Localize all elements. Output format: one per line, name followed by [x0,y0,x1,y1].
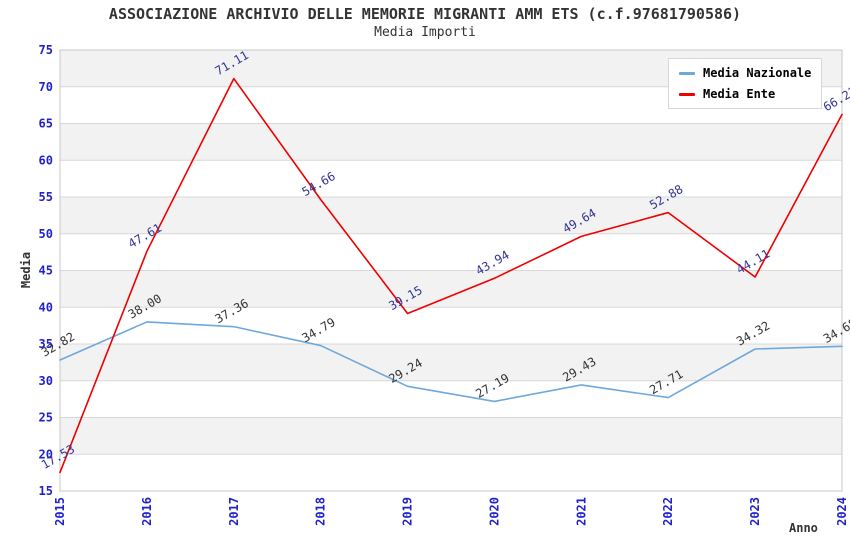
plot-band [60,307,842,344]
y-tick-label: 45 [39,264,53,278]
plot-band [60,123,842,161]
plot-band [60,197,842,234]
legend-swatch-media-ente-icon [679,92,695,96]
x-tick-label: 2015 [53,497,67,526]
plot-border [59,49,843,492]
plot-band [60,233,842,271]
legend-item-media-ente: Media Ente [679,87,811,101]
y-tick-label: 40 [39,300,53,314]
y-tick-label: 70 [39,80,53,94]
legend-swatch-media-nazionale-icon [679,71,695,75]
x-tick-label: 2018 [314,497,328,526]
y-tick-label: 75 [39,43,53,57]
series-line-media-ente [59,77,843,474]
y-tick-label: 20 [39,447,53,461]
y-axis-title: Media [19,251,33,289]
y-tick-label: 65 [39,117,53,131]
legend-label-media-nazionale: Media Nazionale [703,66,812,80]
series-line-media-nazionale [59,321,843,403]
y-tick-label: 60 [39,153,53,167]
x-tick-label: 2021 [574,497,588,526]
x-tick-label: 2024 [835,497,849,526]
x-tick-label: 2022 [661,497,675,526]
chart-subtitle: Media Importi [374,25,476,40]
x-tick-label: 2016 [140,497,154,526]
x-tick-label: 2017 [227,497,241,526]
y-tick-label: 35 [39,337,53,351]
x-axis-title: Anno [789,521,818,535]
y-tick-label: 55 [39,190,53,204]
plot-band [60,270,842,308]
plot-band [60,344,842,381]
y-tick-label: 30 [39,374,53,388]
plot-band [60,454,842,491]
y-tick-label: 25 [39,411,53,425]
y-tick-label: 15 [39,484,53,498]
plot-band [60,417,842,455]
legend: Media Nazionale Media Ente [668,58,823,109]
x-tick-label: 2020 [487,497,501,526]
chart-title: ASSOCIAZIONE ARCHIVIO DELLE MEMORIE MIGR… [108,5,742,23]
legend-label-media-ente: Media Ente [703,87,776,101]
legend-item-media-nazionale: Media Nazionale [679,66,811,80]
x-tick-label: 2019 [401,497,415,526]
x-tick-label: 2023 [748,497,762,526]
plot-band [60,380,842,418]
y-tick-label: 50 [39,227,53,241]
